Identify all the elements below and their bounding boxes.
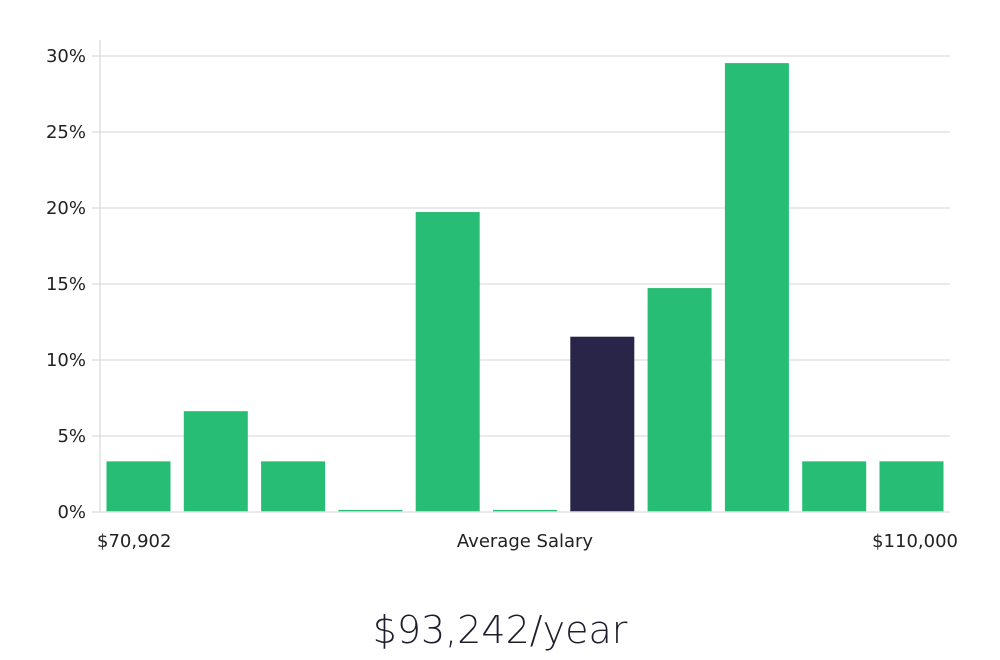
- y-tick-label: 20%: [46, 198, 86, 219]
- bar: [183, 411, 248, 513]
- bar: [724, 63, 789, 513]
- bar: [802, 461, 867, 513]
- bar: [261, 461, 326, 513]
- y-axis-ticks: 0% 5% 10% 15% 20% 25% 30%: [46, 46, 100, 523]
- x-max-label: $110,000: [872, 531, 958, 552]
- x-axis-label: Average Salary: [457, 531, 594, 552]
- highlighted-bar: [570, 336, 635, 513]
- bar: [879, 461, 944, 513]
- bar: [415, 212, 480, 513]
- x-min-label: $70,902: [97, 531, 171, 552]
- salary-histogram-chart: 0% 5% 10% 15% 20% 25% 30% $70,902 Average Sala…: [46, 40, 958, 552]
- y-tick-label: 15%: [46, 274, 86, 295]
- bar: [647, 288, 712, 513]
- average-salary-value: $93,242/year: [372, 608, 628, 652]
- y-tick-label: 10%: [46, 350, 86, 371]
- y-tick-label: 0%: [57, 502, 86, 523]
- y-tick-label: 30%: [46, 46, 86, 67]
- bars: [106, 63, 944, 513]
- gridlines: [100, 55, 950, 437]
- y-tick-label: 25%: [46, 122, 86, 143]
- y-tick-label: 5%: [57, 426, 86, 447]
- bar: [106, 461, 171, 513]
